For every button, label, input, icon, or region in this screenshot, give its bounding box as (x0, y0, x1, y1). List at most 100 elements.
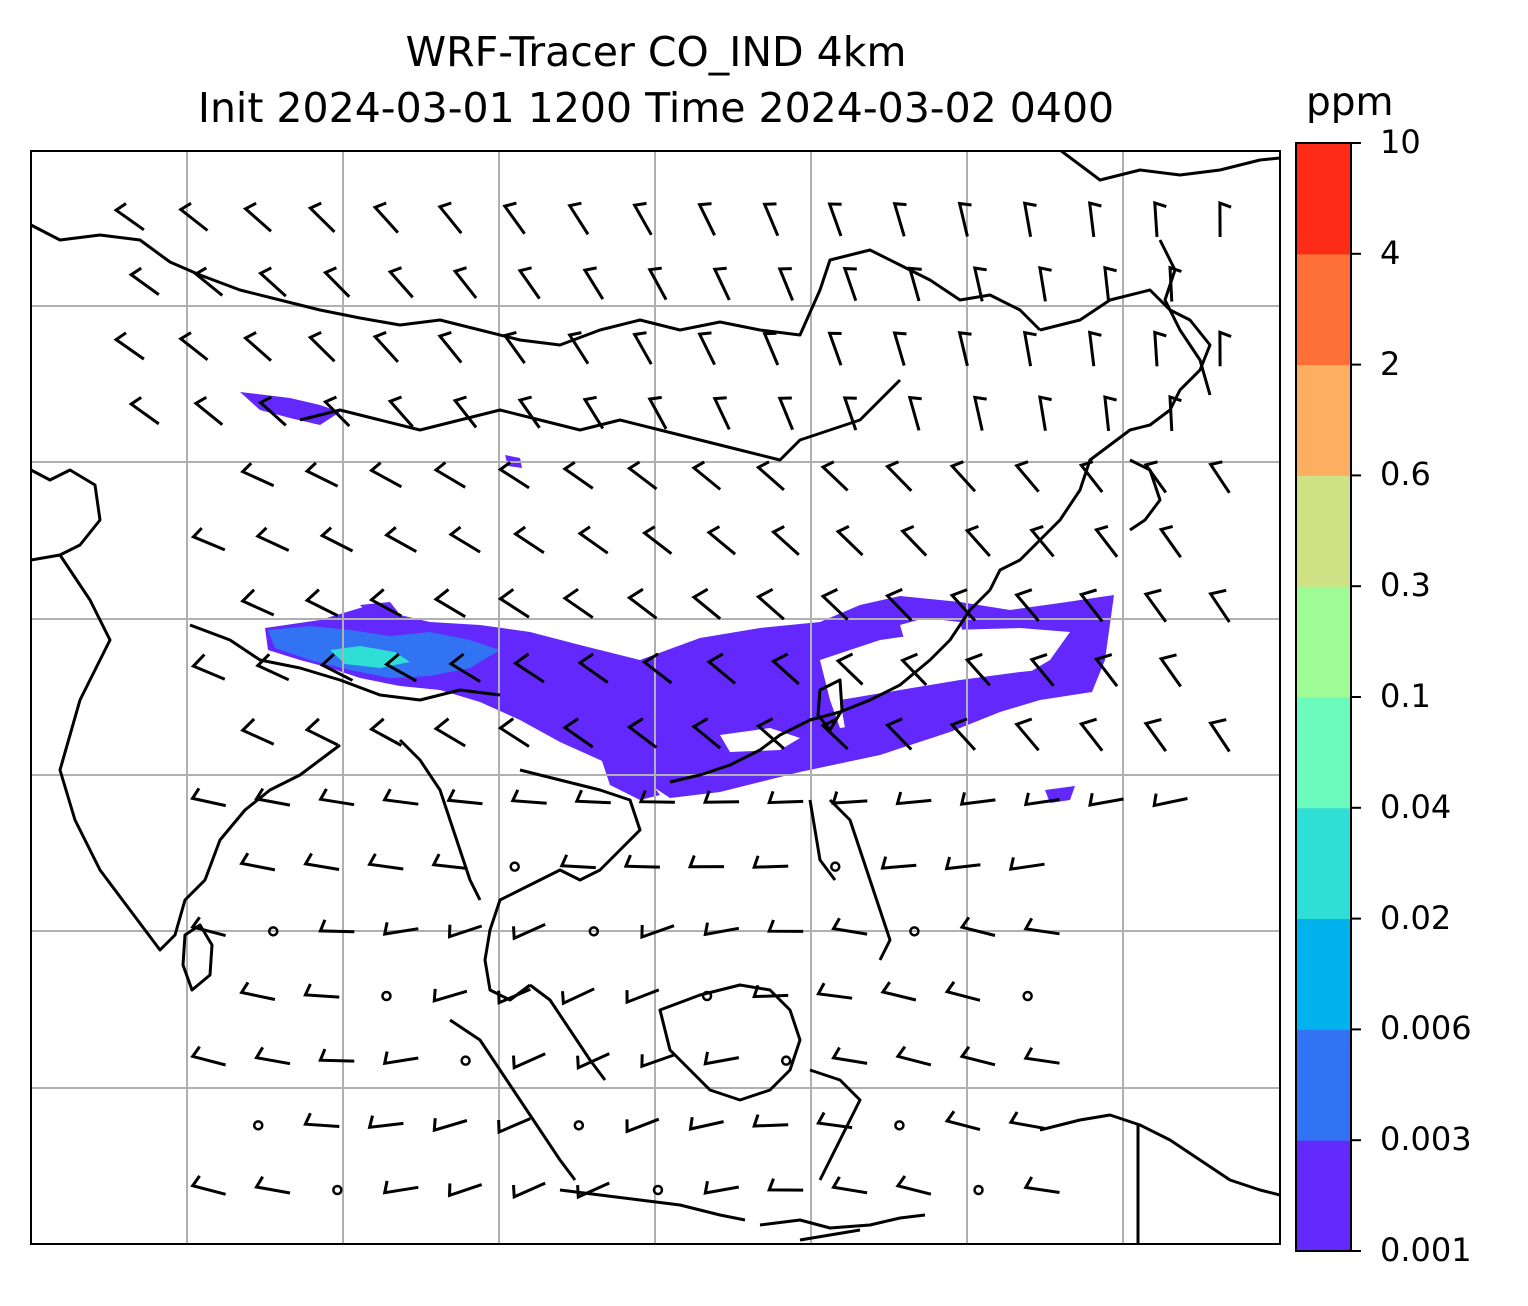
korea-japan (1059, 151, 1280, 182)
wind-barb (835, 525, 864, 557)
wind-barb (447, 924, 483, 939)
wind-barb (944, 1110, 981, 1132)
wind-barb (755, 587, 785, 621)
wind-barb (880, 981, 917, 1002)
wind-barb (1023, 1176, 1060, 1194)
wind-barb (767, 1178, 804, 1192)
wind-barb (257, 395, 287, 427)
wind-barb (1008, 1111, 1045, 1130)
wind-barb (254, 787, 291, 807)
wind-barbs (113, 200, 1232, 1200)
wind-barb (577, 652, 609, 684)
wind-barb (827, 331, 843, 366)
wind-barb (703, 922, 740, 937)
wind-barb (319, 653, 354, 682)
colorbar (1295, 142, 1361, 1252)
wind-barb (562, 460, 594, 490)
wind-barb (767, 919, 804, 933)
wind-barb (820, 588, 849, 621)
wind-barb (755, 460, 785, 492)
colorbar-segment (1296, 918, 1351, 1030)
java (559, 1188, 746, 1222)
wind-barb (623, 854, 660, 869)
wind-barb (632, 331, 653, 365)
wind-barb (944, 856, 981, 871)
himalaya-border (189, 623, 501, 702)
wind-barb (497, 1117, 531, 1135)
wind-barb (1153, 200, 1167, 238)
wind-barb (446, 788, 483, 806)
colorbar-unit-label: ppm (1306, 80, 1394, 125)
colorbar-segment (1296, 364, 1351, 476)
wind-barb (900, 652, 928, 686)
wind-barb (433, 717, 466, 748)
plume-patch-north (360, 602, 398, 615)
new-guinea (1039, 1113, 1280, 1197)
wind-barb (502, 330, 526, 364)
wind-barb (842, 267, 858, 302)
borneo (658, 983, 802, 1102)
wind-barb (582, 266, 605, 300)
wind-barb (304, 461, 339, 488)
wind-barb (777, 396, 794, 431)
wind-barb (1008, 857, 1045, 871)
wind-barb (1103, 395, 1117, 432)
wind-barb (884, 460, 913, 492)
wind-barb (762, 331, 780, 366)
wind-barb (1143, 460, 1168, 494)
wind-barb (303, 983, 340, 999)
wind-barb (382, 921, 419, 936)
wind-barb (820, 717, 849, 751)
wind-barb (712, 266, 731, 301)
wind-barb (964, 652, 991, 687)
wind-barb (697, 202, 716, 236)
wind-barb (178, 202, 209, 232)
wind-barb (193, 396, 224, 426)
wind-barb (957, 201, 972, 237)
wind-barb (567, 331, 590, 365)
wind-barb (767, 790, 804, 805)
colorbar-tick-label: 0.1 (1380, 677, 1431, 715)
wind-barb (1023, 792, 1060, 807)
map-frame (30, 150, 1281, 1245)
wind-calm-marker (573, 1120, 585, 1131)
east-coast (988, 288, 1212, 591)
colorbar-segment (1296, 475, 1351, 587)
wind-barb (240, 717, 275, 746)
wind-barb (777, 267, 794, 301)
wind-barb (576, 1052, 610, 1070)
wind-barb (497, 588, 530, 619)
wind-barb (1023, 917, 1060, 936)
wind-barb (1029, 652, 1055, 687)
wind-barb (257, 266, 287, 298)
wind-barb (368, 588, 403, 618)
wind-barb (949, 588, 977, 622)
wind-barb (319, 526, 354, 553)
wind-barb (582, 395, 605, 430)
wind-barb (647, 395, 668, 430)
philippines-1 (828, 798, 892, 961)
wind-barb (517, 395, 541, 429)
wind-barb (254, 1175, 291, 1195)
wind-barb (576, 1181, 610, 1200)
wind-barb (431, 853, 468, 870)
plume-patch-south (600, 755, 660, 800)
wind-barb (1022, 330, 1037, 367)
wind-barb (702, 790, 740, 804)
wind-barb (433, 588, 466, 618)
wind-barb (512, 1181, 546, 1200)
wind-barb (304, 588, 339, 617)
wind-barb (691, 587, 722, 620)
plume-patch-east (1045, 786, 1075, 803)
wind-barb (242, 201, 272, 233)
timor (799, 1228, 861, 1242)
wind-barb (1088, 792, 1124, 807)
gulf-thailand (529, 983, 607, 1081)
wind-barb (1087, 201, 1102, 238)
wind-barb (842, 396, 858, 431)
wind-barb (831, 1176, 868, 1195)
wind-barb (892, 202, 907, 237)
wind-barb (907, 266, 922, 302)
wind-barb (510, 789, 547, 805)
